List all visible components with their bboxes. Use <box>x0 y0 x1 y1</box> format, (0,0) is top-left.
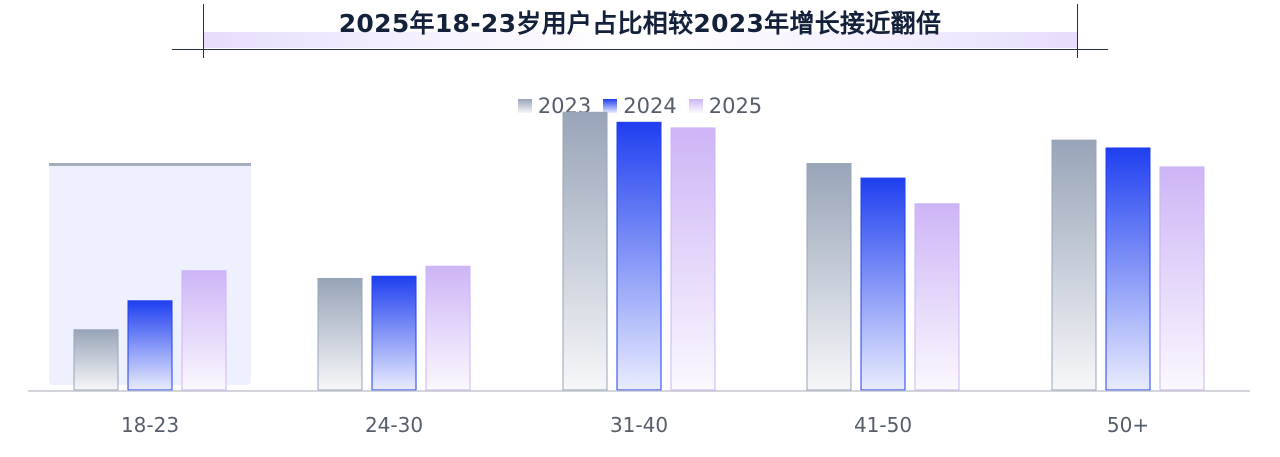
highlight-top-line <box>49 163 251 166</box>
title-right-tick <box>1077 4 1078 58</box>
x-tick-label-41-50: 41-50 <box>854 413 912 437</box>
bar-18-23-2023 <box>73 329 119 391</box>
legend-swatch-2024 <box>603 99 618 113</box>
x-tick-label-18-23: 18-23 <box>121 413 179 437</box>
bar-31-40-2025 <box>670 127 716 391</box>
bar-24-30-2024 <box>371 275 417 391</box>
x-tick-label-50+: 50+ <box>1107 413 1149 437</box>
legend-item-2025: 2025 <box>688 94 763 118</box>
title-highlight-band <box>203 32 1077 48</box>
bar-50+-2023 <box>1051 139 1097 391</box>
chart-title: 2025年18-23岁用户占比相较2023年增长接近翻倍 <box>338 9 942 38</box>
bar-31-40-2024 <box>616 121 662 391</box>
legend-swatch-2025 <box>688 99 703 113</box>
x-tick-label-24-30: 24-30 <box>365 413 423 437</box>
bar-18-23-2025 <box>181 270 227 391</box>
bar-50+-2024 <box>1105 147 1151 391</box>
bar-41-50-2023 <box>806 163 852 391</box>
bar-41-50-2024 <box>860 177 906 391</box>
legend-label-2025: 2025 <box>708 94 763 118</box>
bar-18-23-2024 <box>127 300 173 391</box>
bar-24-30-2023 <box>317 277 363 391</box>
bar-31-40-2023 <box>562 111 608 391</box>
title-left-tick <box>203 4 204 58</box>
legend-swatch-2023 <box>517 99 532 113</box>
legend-item-2024: 2024 <box>603 94 677 118</box>
bar-24-30-2025 <box>425 265 471 391</box>
legend-label-2024: 2024 <box>623 94 677 118</box>
title-underline <box>172 49 1108 50</box>
x-tick-label-31-40: 31-40 <box>610 413 668 437</box>
bar-50+-2025 <box>1159 166 1205 391</box>
bar-41-50-2025 <box>914 203 960 391</box>
